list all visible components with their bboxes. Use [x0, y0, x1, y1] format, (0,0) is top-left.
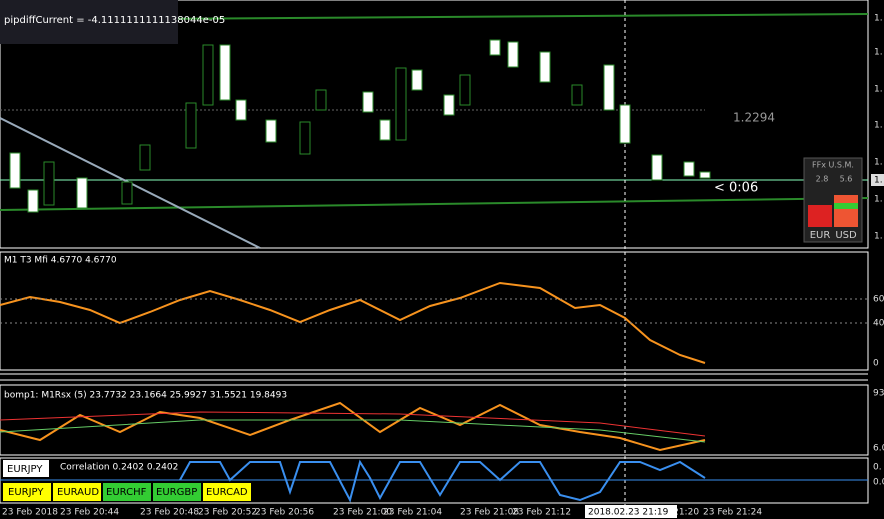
header-box — [0, 0, 178, 44]
level-label: 40 — [873, 319, 884, 329]
currency-button[interactable] — [103, 483, 151, 501]
usm-base: EUR — [810, 230, 831, 241]
level-label: 93 — [873, 389, 884, 399]
currency-button[interactable] — [153, 483, 201, 501]
price-tick: 1. — [874, 232, 883, 242]
currency-buttons: EURJPY EURAUD EURCHF EURGBP EURCAD — [3, 483, 251, 501]
cursor-time: 2018.02.23 21:19 — [588, 508, 669, 518]
level-label: 60 — [873, 295, 884, 305]
current-price-box — [871, 174, 884, 186]
time-label: 23 Feb 21:24 — [703, 508, 762, 518]
currency-button-label[interactable]: EURCHF — [106, 487, 147, 498]
mfi-label: M1 T3 Mfi 4.6770 4.6770 — [4, 256, 117, 266]
currency-button[interactable] — [53, 483, 101, 501]
currency-button[interactable] — [3, 483, 51, 501]
usm-widget: FFx U.S.M. 2.8 5.6 EUR USD — [803, 157, 863, 243]
level-label: 0.0 — [873, 478, 884, 488]
candles — [9, 39, 711, 213]
time-label: 23 Feb 20:52 — [198, 508, 257, 518]
time-label: 23 Feb 20:48 — [140, 508, 199, 518]
symbol-box[interactable] — [3, 460, 49, 477]
current-price: 1. — [874, 176, 883, 186]
mfi-line — [0, 281, 706, 364]
currency-button-label[interactable]: EURJPY — [8, 487, 44, 498]
usm-right: 5.6 — [840, 175, 853, 184]
channel-line — [0, 197, 869, 211]
correlation-line — [179, 459, 706, 503]
symbol[interactable]: EURJPY — [7, 464, 43, 475]
pipdiff-label: pipdiffCurrent = -4.1111111111138044e-05 — [4, 15, 225, 26]
usm-quote: USD — [835, 230, 857, 241]
rsx-signal — [0, 411, 706, 437]
time-label: 23 Feb 21:00 — [333, 508, 392, 518]
level-label: 0 — [873, 359, 879, 369]
currency-button-label[interactable]: EURAUD — [57, 487, 99, 498]
cursor-time-box — [585, 505, 677, 518]
currency-button[interactable] — [203, 483, 251, 501]
price-tick: 1. — [874, 158, 883, 168]
price-tick: 1. — [874, 48, 883, 58]
correlation-label: Correlation 0.2402 0.2402 — [60, 463, 178, 473]
rsx-label: bomp1: M1Rsx (5) 23.7732 23.1664 25.9927… — [4, 391, 287, 401]
rsx-line — [0, 401, 706, 452]
timer: < 0:06 — [714, 181, 758, 196]
time-label: 23 Feb 2018 — [2, 508, 58, 518]
price-label: 1.2294 — [733, 111, 775, 125]
level-label: 6.0 — [873, 444, 884, 454]
price-tick: 1. — [874, 121, 883, 131]
mfi-panel — [0, 251, 869, 371]
time-label: 23 Feb 21:04 — [383, 508, 442, 518]
time-label: 23 Feb 20:44 — [60, 508, 119, 518]
usm-title: FFx U.S.M. — [812, 161, 854, 170]
currency-button-label[interactable]: EURCAD — [206, 487, 248, 498]
time-label: 23 Feb 21:12 — [512, 508, 571, 518]
currency-button-label[interactable]: EURGBP — [156, 487, 197, 498]
right-axis: 1. 1. 1. 1. 1. 1. 1. 1. — [871, 14, 884, 242]
time-label: 23 Feb 20:56 — [255, 508, 314, 518]
price-tick: 1. — [874, 195, 883, 205]
price-tick: 1. — [874, 14, 883, 24]
time-label: 23 Feb 21:08 — [460, 508, 519, 518]
level-label: 0. — [873, 463, 882, 473]
rsx-signal — [0, 419, 706, 443]
usm-left: 2.8 — [816, 175, 829, 184]
price-tick: 1. — [874, 85, 883, 95]
